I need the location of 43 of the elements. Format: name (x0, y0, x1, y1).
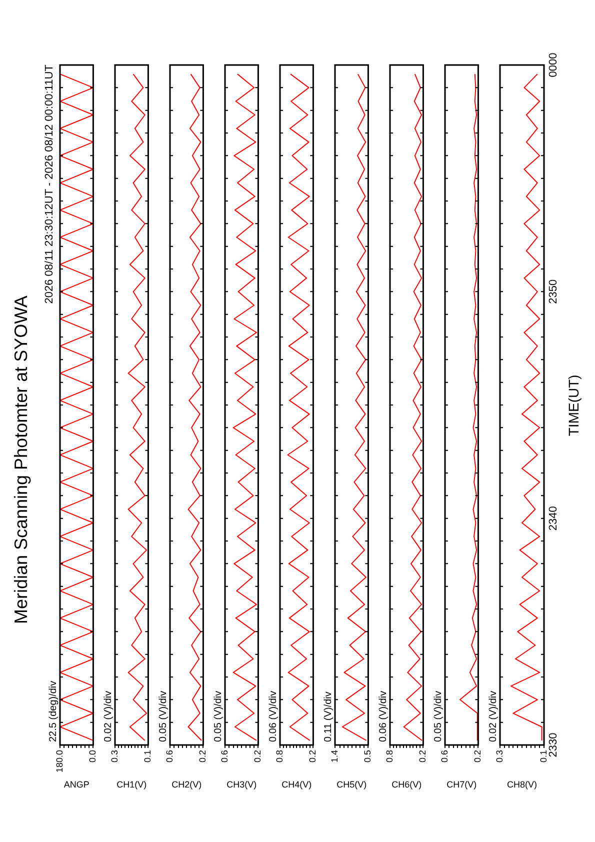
x-axis-title: CH7(V) (446, 779, 477, 790)
x-tick-label: 0.0 (88, 750, 98, 763)
y-tick-label: 2340 (548, 506, 560, 531)
x-axis-title: CH1(V) (116, 779, 147, 790)
text: 0.06 (V)/div (378, 690, 389, 742)
x-tick-label: 0.3 (109, 750, 120, 763)
x-tick-label: 0.8 (274, 750, 284, 763)
x-tick-label: 0.1 (538, 750, 548, 763)
x-tick-label: 0.5 (362, 750, 373, 763)
x-tick-label: 0.3 (494, 750, 504, 763)
x-axis-title: CH4(V) (282, 779, 312, 790)
y-tick-label: 0000 (548, 52, 560, 78)
x-axis-title: CH3(V) (226, 779, 257, 790)
x-tick-label: 0.2 (198, 750, 208, 763)
x-axis-title: CH8(V) (506, 779, 538, 790)
x-axis-title: CH6(V) (392, 779, 422, 790)
text: 0.11 (V)/div (322, 692, 334, 742)
x-tick-label: 0.2 (418, 750, 428, 763)
x-tick-label: 0.1 (142, 750, 153, 763)
x-tick-label: 180.0 (54, 750, 64, 773)
y-tick-label: 2330 (548, 732, 560, 758)
text: 0.05 (V)/div (212, 690, 224, 742)
x-tick-label: 0.6 (164, 750, 174, 763)
text: 0.06 (V)/div (268, 690, 279, 742)
x-tick-label: 0.6 (439, 750, 450, 763)
x-axis-title: CH5(V) (336, 779, 367, 790)
text: 0.02 (V)/div (102, 690, 114, 742)
y-axis-title: TIME(UT) (566, 373, 582, 438)
x-axis-title: CH2(V) (172, 779, 202, 790)
x-tick-label: 1.4 (329, 750, 340, 763)
x-tick-label: 0.2 (308, 750, 318, 763)
text: 0.05 (V)/div (158, 690, 169, 742)
x-axis-title: ANGP (64, 779, 90, 790)
x-tick-label: 0.2 (472, 750, 483, 763)
x-tick-label: 0.2 (252, 750, 263, 763)
x-tick-label: 0.6 (219, 750, 230, 763)
text: Meridian Scanning Photomter at SYOWA (11, 294, 32, 626)
text: 0.05 (V)/div (432, 690, 444, 742)
text: 22.5 (deg)/div (48, 680, 59, 742)
y-tick-label: 2350 (548, 279, 560, 304)
text: 2026 08/11 23:30:12UT - 2026 08/12 00:00:11UT (43, 64, 56, 306)
text: 0.02 (V)/div (488, 690, 499, 742)
x-tick-label: 0.8 (384, 750, 394, 763)
